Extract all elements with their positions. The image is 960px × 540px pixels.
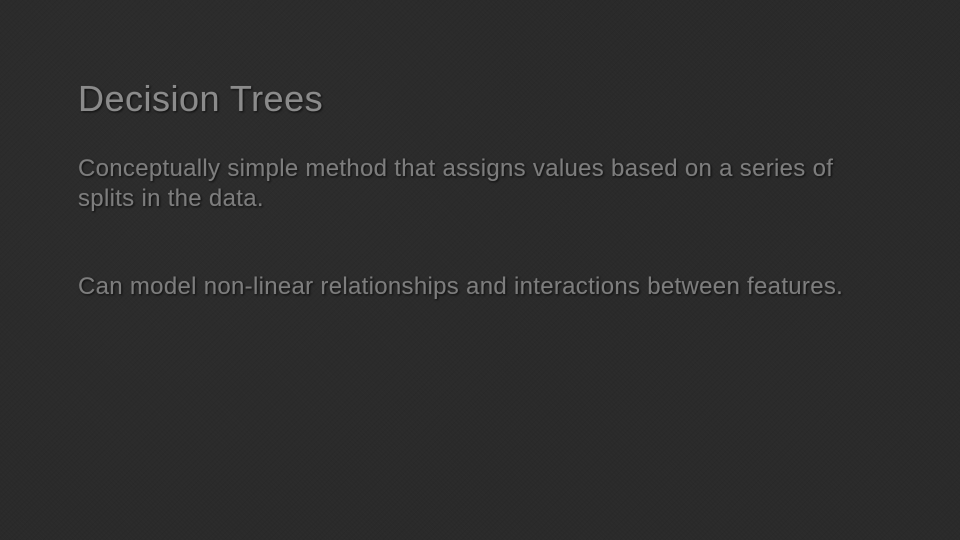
slide-title: Decision Trees	[78, 78, 882, 120]
slide-paragraph-2: Can model non-linear relationships and i…	[78, 272, 882, 302]
slide: Decision Trees Conceptually simple metho…	[0, 0, 960, 540]
slide-paragraph-1: Conceptually simple method that assigns …	[78, 154, 882, 214]
